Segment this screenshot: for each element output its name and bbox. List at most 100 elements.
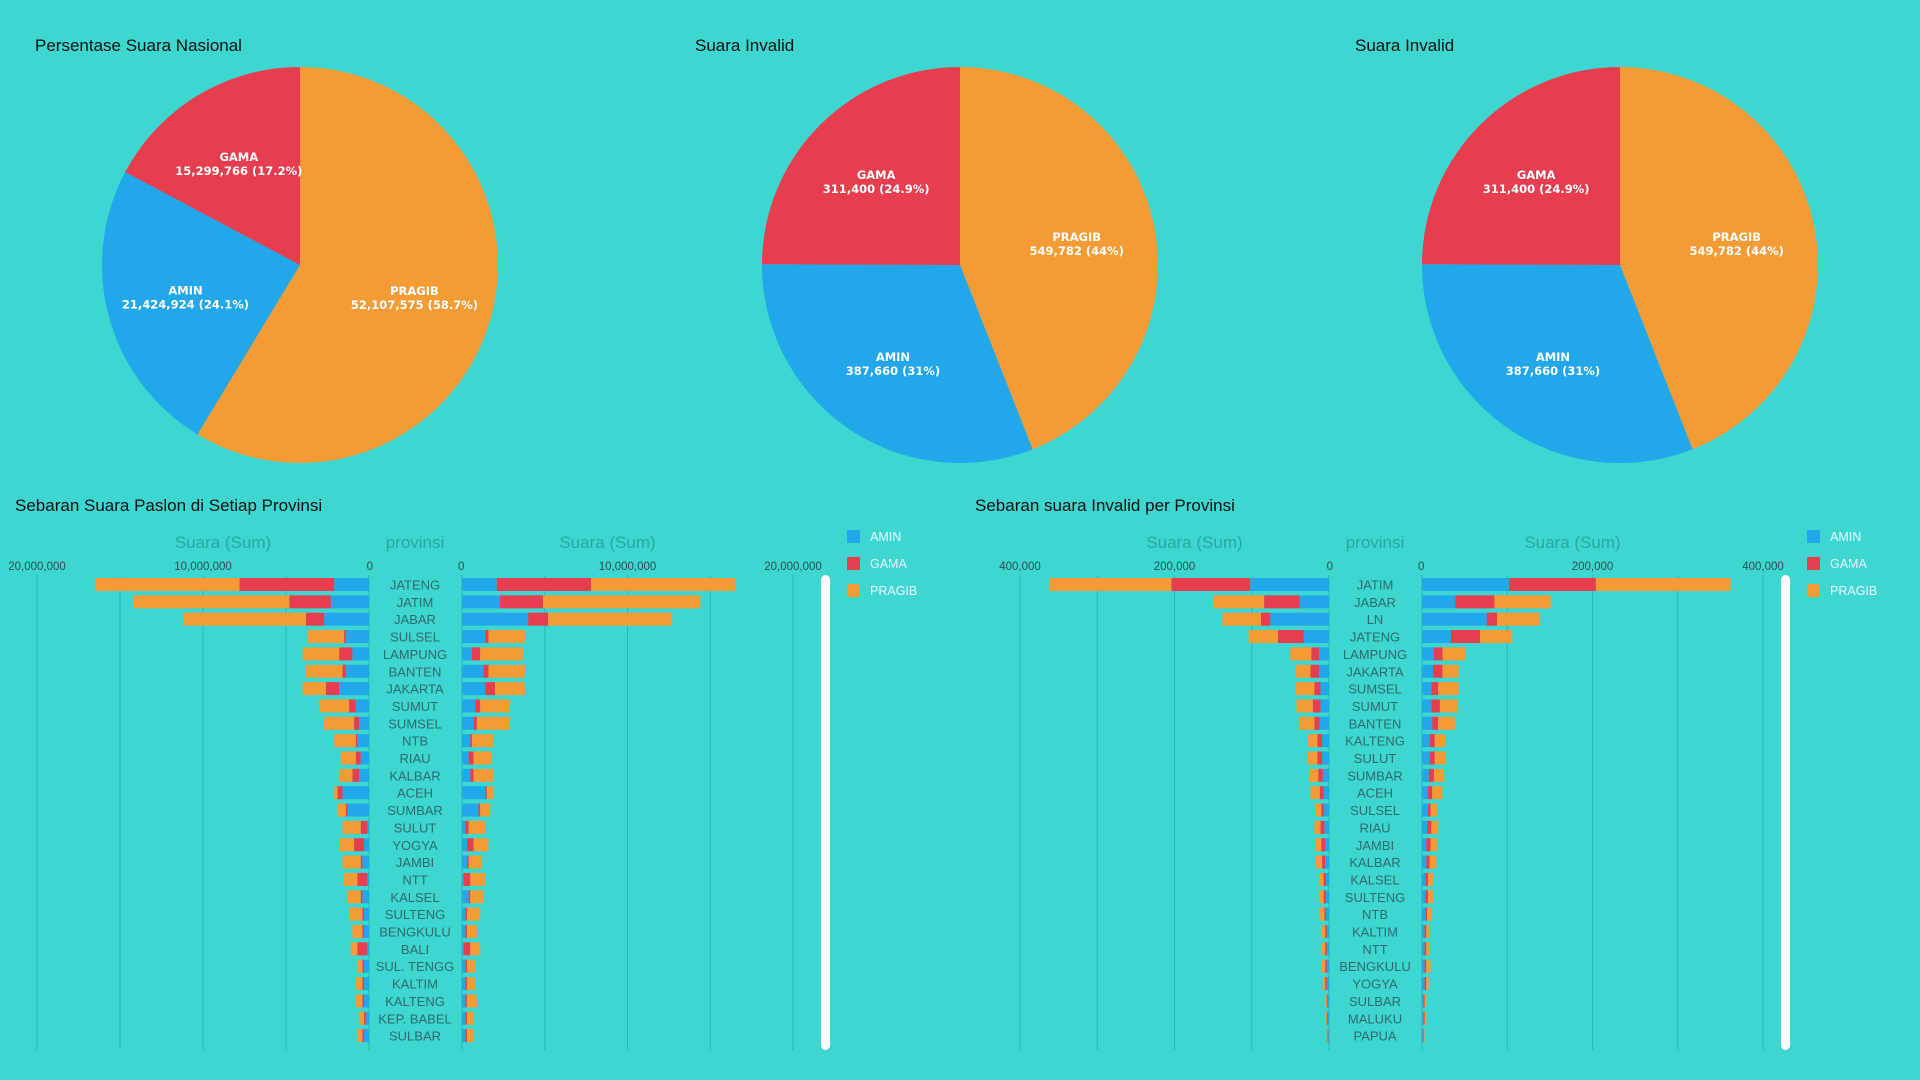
bar-right-gama[interactable] bbox=[465, 959, 467, 973]
bar-right-pragib[interactable] bbox=[1434, 734, 1446, 748]
bar-left-pragib[interactable] bbox=[133, 595, 290, 609]
bar-left-amin[interactable] bbox=[1324, 820, 1329, 834]
bar-right-amin[interactable] bbox=[462, 699, 476, 713]
bar-right-gama[interactable] bbox=[1508, 578, 1596, 591]
bar-left-gama[interactable] bbox=[349, 699, 356, 713]
bar-left-pragib[interactable] bbox=[1322, 925, 1326, 938]
bar-right-pragib[interactable] bbox=[466, 994, 477, 1008]
bar-left-gama[interactable] bbox=[1317, 734, 1323, 748]
bar-right-gama[interactable] bbox=[1426, 855, 1430, 869]
bar-left-pragib[interactable] bbox=[1325, 994, 1327, 1008]
bar-right-pragib[interactable] bbox=[1426, 925, 1430, 938]
bar-right-gama[interactable] bbox=[1424, 925, 1427, 938]
bar-left-amin[interactable] bbox=[1319, 716, 1329, 730]
bar-right-amin[interactable] bbox=[1422, 820, 1428, 834]
bar-left-amin[interactable] bbox=[324, 612, 369, 626]
bar-right-gama[interactable] bbox=[470, 734, 472, 748]
bar-left-pragib[interactable] bbox=[1319, 907, 1325, 921]
bar-left-gama[interactable] bbox=[1278, 630, 1304, 644]
bar-right-amin[interactable] bbox=[462, 907, 466, 921]
bar-right-gama[interactable] bbox=[1427, 820, 1432, 834]
bar-right-gama[interactable] bbox=[473, 716, 477, 730]
bar-right-gama[interactable] bbox=[1425, 872, 1428, 886]
bar-right-amin[interactable] bbox=[1422, 699, 1432, 713]
bar-right-amin[interactable] bbox=[1422, 994, 1424, 1008]
bar-right-gama[interactable] bbox=[485, 682, 496, 696]
bar-right-pragib[interactable] bbox=[476, 716, 510, 730]
bar-right-gama[interactable] bbox=[1429, 734, 1435, 748]
bar-right-gama[interactable] bbox=[1423, 994, 1425, 1008]
bar-right-amin[interactable] bbox=[1422, 959, 1425, 973]
bar-left-pragib[interactable] bbox=[359, 1011, 365, 1025]
bar-right-pragib[interactable] bbox=[1439, 699, 1458, 713]
legend-item-amin[interactable]: AMIN bbox=[847, 523, 917, 550]
bar-left-amin[interactable] bbox=[364, 907, 369, 921]
bar-right-amin[interactable] bbox=[462, 595, 501, 609]
bar-left-gama[interactable] bbox=[305, 612, 325, 626]
bar-right-amin[interactable] bbox=[462, 959, 466, 973]
bar-chart-invalid-province[interactable]: Suara (Sum) Suara (Sum) provinsi 400,000 200… bbox=[0, 0, 1784, 1050]
pie-slice-gama[interactable] bbox=[125, 67, 300, 265]
bar-right-gama[interactable] bbox=[1432, 716, 1439, 730]
bar-right-amin[interactable] bbox=[1422, 1011, 1424, 1025]
pie-slice-gama[interactable] bbox=[1422, 67, 1620, 265]
bar-left-pragib[interactable] bbox=[1318, 872, 1324, 886]
bar-left-pragib[interactable] bbox=[334, 786, 338, 800]
bar-left-gama[interactable] bbox=[1311, 647, 1319, 661]
bar-left-amin[interactable] bbox=[1318, 647, 1329, 661]
bar-left-gama[interactable] bbox=[337, 786, 343, 800]
bar-left-pragib[interactable] bbox=[1049, 578, 1172, 591]
bar-left-gama[interactable] bbox=[360, 890, 363, 904]
bar-right-gama[interactable] bbox=[466, 838, 474, 852]
bar-right-pragib[interactable] bbox=[1427, 907, 1433, 921]
bar-left-gama[interactable] bbox=[354, 716, 360, 730]
bar-right-gama[interactable] bbox=[1422, 1029, 1424, 1043]
bar-right-pragib[interactable] bbox=[1426, 977, 1429, 991]
bar-right-gama[interactable] bbox=[465, 977, 467, 991]
pie-slice-amin[interactable] bbox=[762, 264, 1033, 463]
bar-left-amin[interactable] bbox=[345, 630, 369, 644]
bar-left-amin[interactable] bbox=[1323, 786, 1329, 800]
bar-left-gama[interactable] bbox=[345, 803, 348, 817]
bar-right-amin[interactable] bbox=[1422, 734, 1430, 748]
bar-left-amin[interactable] bbox=[347, 803, 369, 817]
bar-left-gama[interactable] bbox=[355, 734, 358, 748]
bar-left-pragib[interactable] bbox=[340, 751, 356, 765]
bar-right-gama[interactable] bbox=[1486, 612, 1498, 626]
bar-left-gama[interactable] bbox=[362, 1029, 365, 1043]
bar-right-gama[interactable] bbox=[1450, 630, 1480, 644]
bar-left-amin[interactable] bbox=[364, 925, 369, 938]
bar-left-gama[interactable] bbox=[364, 1011, 366, 1025]
bar-left-pragib[interactable] bbox=[342, 855, 361, 869]
bar-left-gama[interactable] bbox=[362, 959, 365, 973]
bar-right-pragib[interactable] bbox=[1494, 595, 1551, 609]
bar-right-amin[interactable] bbox=[462, 612, 529, 626]
bar-left-gama[interactable] bbox=[342, 664, 346, 678]
bar-right-amin[interactable] bbox=[1422, 647, 1434, 661]
bar-right-amin[interactable] bbox=[462, 716, 474, 730]
bar-right-pragib[interactable] bbox=[1429, 855, 1437, 869]
bar-right-pragib[interactable] bbox=[1595, 578, 1731, 591]
bar-left-gama[interactable] bbox=[1312, 699, 1321, 713]
bar-left-pragib[interactable] bbox=[355, 994, 363, 1008]
bar-left-gama[interactable] bbox=[1320, 820, 1325, 834]
legend-item-pragib[interactable]: PRAGIB bbox=[1807, 577, 1877, 604]
bar-right-gama[interactable] bbox=[1433, 647, 1443, 661]
pie-slice-pragib[interactable] bbox=[197, 67, 499, 463]
bar-left-pragib[interactable] bbox=[337, 803, 346, 817]
bar-left-pragib[interactable] bbox=[1308, 768, 1319, 782]
bar-right-amin[interactable] bbox=[462, 768, 471, 782]
bar-left-pragib[interactable] bbox=[1295, 682, 1315, 696]
bar-left-gama[interactable] bbox=[352, 768, 360, 782]
bar-left-pragib[interactable] bbox=[357, 1029, 363, 1043]
bar-right-amin[interactable] bbox=[1422, 1029, 1423, 1043]
bar-right-pragib[interactable] bbox=[488, 664, 525, 678]
bar-left-amin[interactable] bbox=[359, 716, 369, 730]
bar-left-gama[interactable] bbox=[1325, 959, 1327, 973]
bar-left-pragib[interactable] bbox=[349, 907, 363, 921]
pie-slice-pragib[interactable] bbox=[960, 67, 1158, 450]
legend-item-gama[interactable]: GAMA bbox=[847, 550, 917, 577]
bar-right-pragib[interactable] bbox=[473, 768, 494, 782]
bar-right-amin[interactable] bbox=[1422, 664, 1434, 678]
